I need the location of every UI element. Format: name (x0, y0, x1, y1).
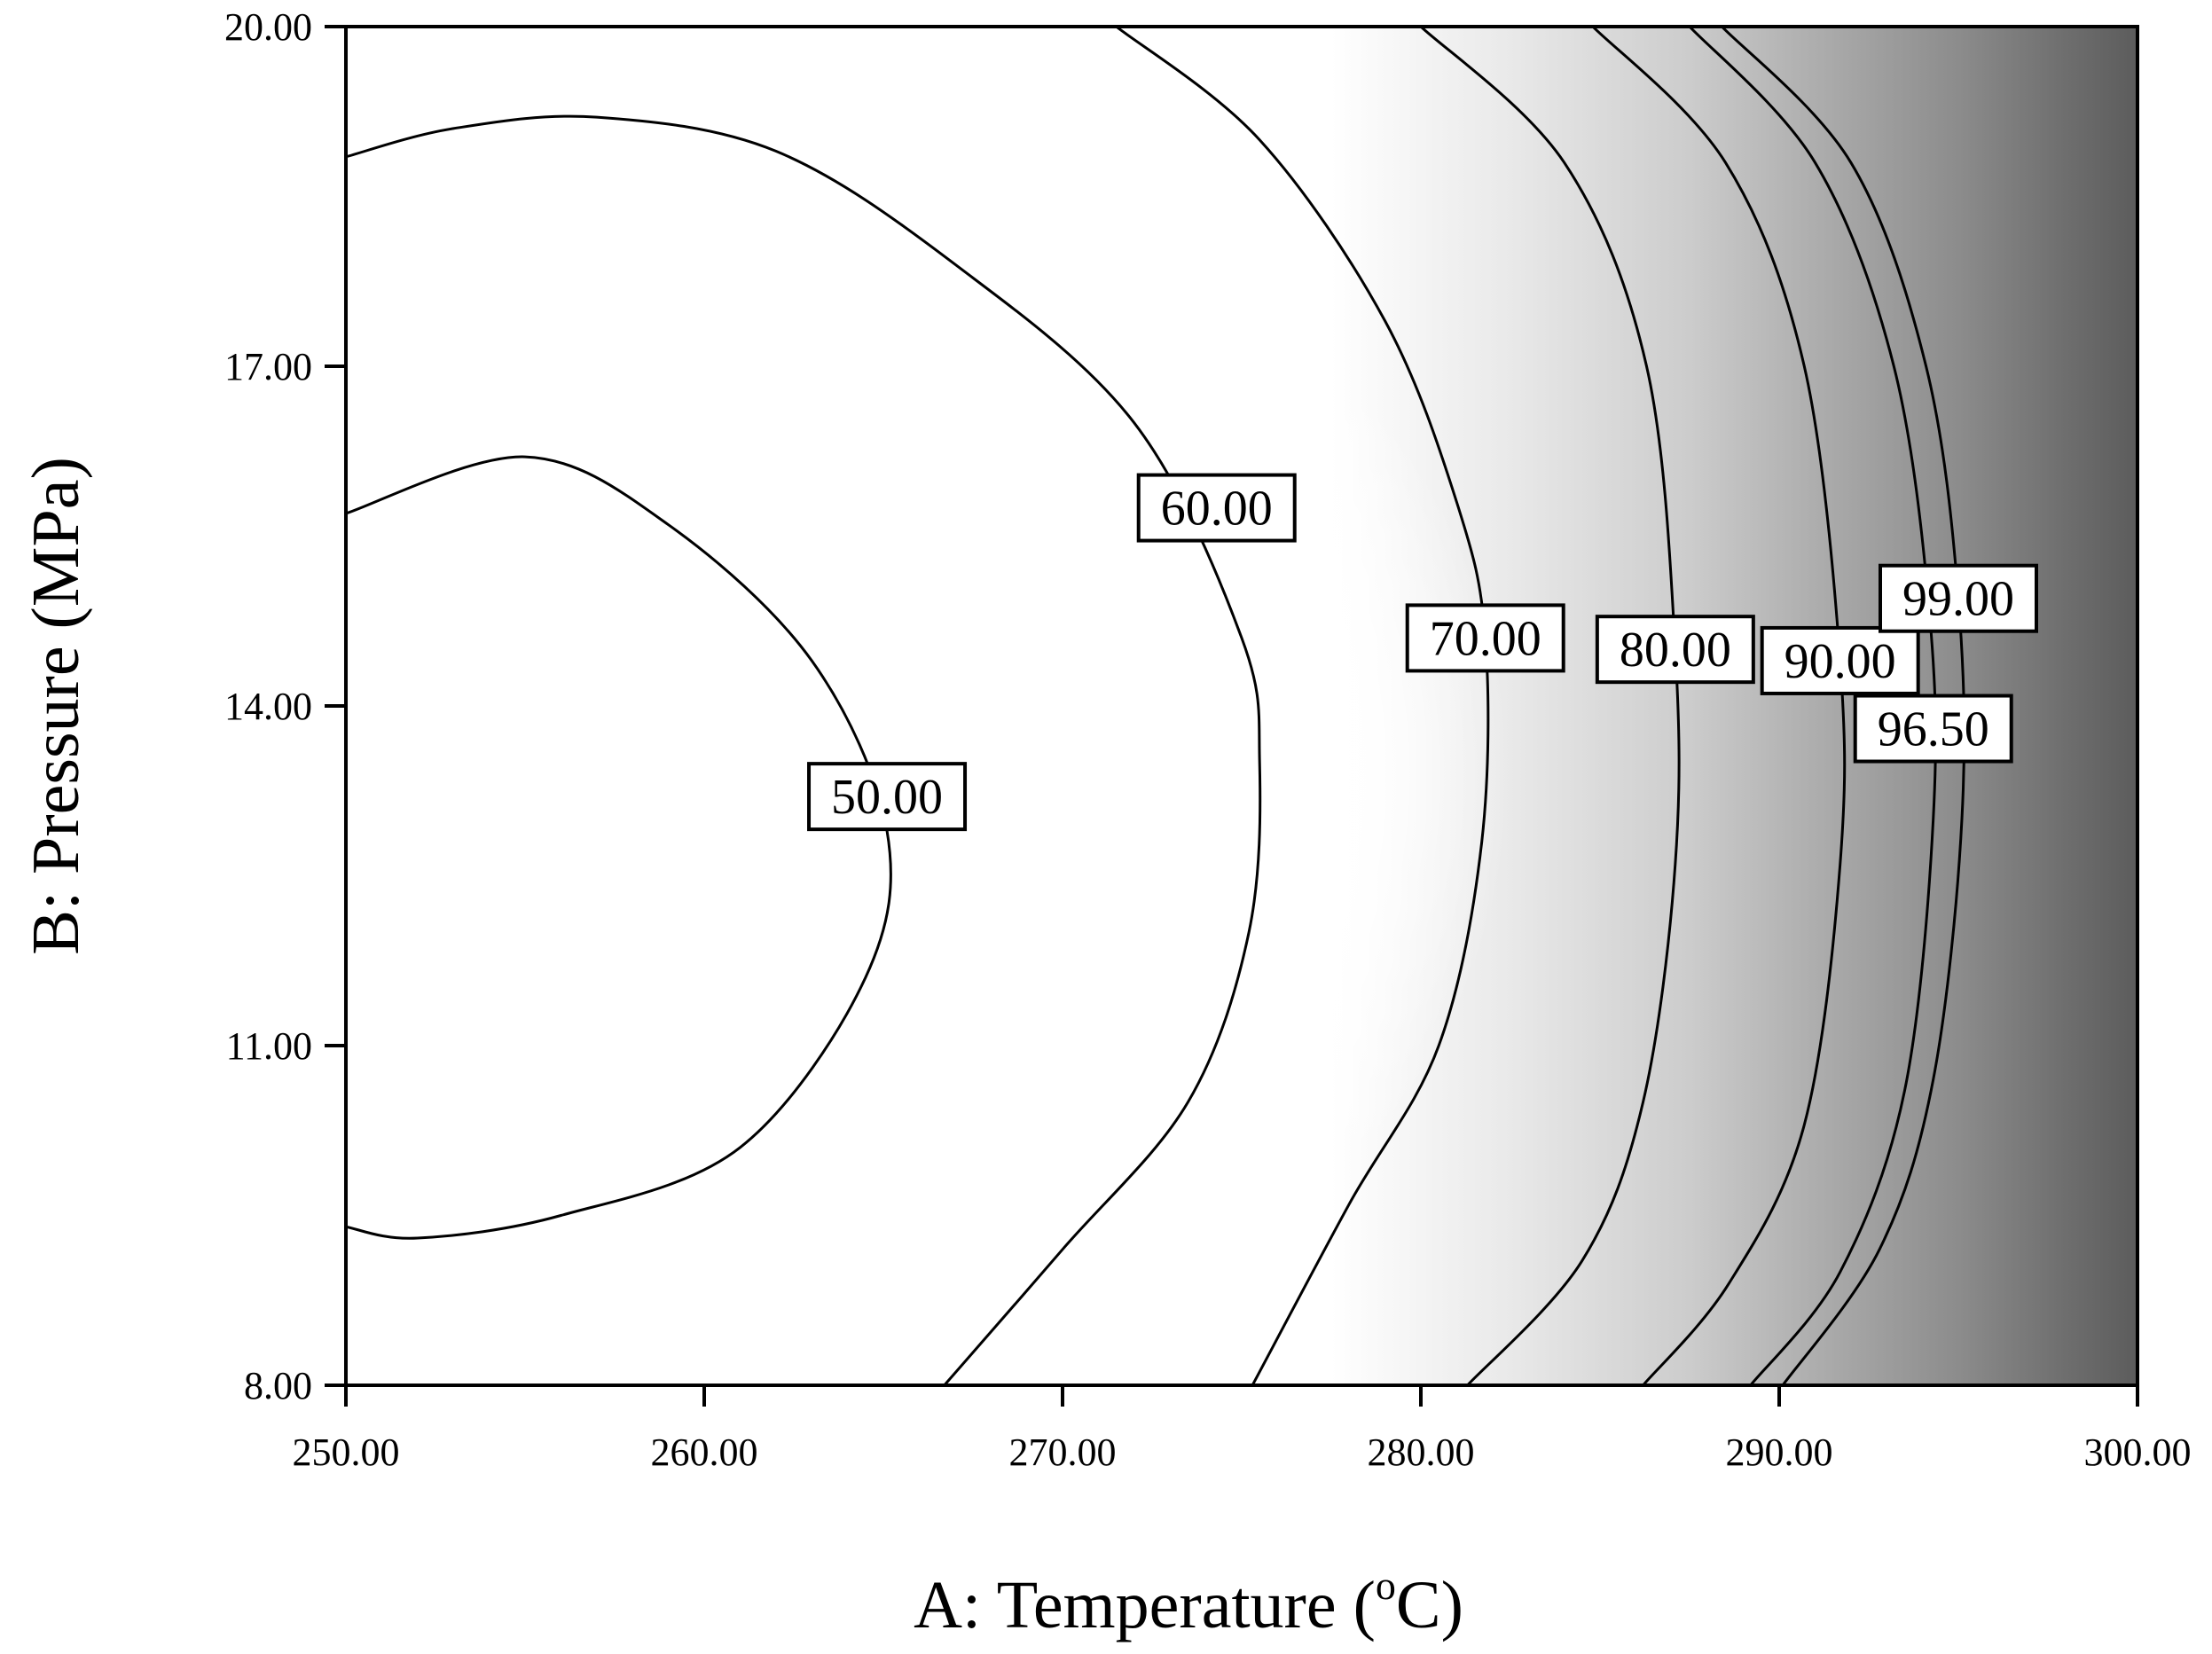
y-tick-label: 8.00 (244, 1364, 312, 1407)
x-axis: 250.00 260.00 270.00 280.00 290.00 300.00 (293, 1385, 2192, 1474)
contour-fill-highlight (346, 27, 2137, 1385)
x-axis-title-suffix: C) (1396, 1568, 1463, 1642)
contour-label-99: 99.00 (1879, 563, 2038, 633)
x-tick-label: 270.00 (1009, 1431, 1117, 1474)
contour-label-80: 80.00 (1595, 615, 1755, 685)
contour-labels: 50.00 60.00 70.00 80.00 90.00 96.50 99.00 (807, 473, 2038, 832)
contour-label-box (1879, 563, 2038, 633)
contour-label-text: 99.00 (1902, 572, 2014, 627)
contour-label-96-5: 96.50 (1853, 694, 2013, 764)
y-tick-label: 20.00 (224, 5, 312, 49)
contour-label-box (1136, 473, 1297, 543)
contour-label-50: 50.00 (807, 762, 968, 832)
contour-line-50 (346, 455, 892, 1240)
contour-label-70: 70.00 (1405, 603, 1565, 673)
contour-label-box (1853, 694, 2013, 764)
contour-label-box (1405, 603, 1565, 673)
x-tick-label: 280.00 (1368, 1431, 1475, 1474)
contour-label-text: 70.00 (1430, 611, 1541, 666)
x-tick-label: 260.00 (651, 1431, 758, 1474)
contour-label-box (1760, 625, 1920, 695)
contour-line-90 (1591, 27, 1847, 1385)
x-tick-label: 250.00 (293, 1431, 400, 1474)
x-axis-title: A: Temperature (oC) (914, 1563, 1463, 1642)
x-axis-title-main: A: Temperature ( (914, 1568, 1376, 1642)
contour-label-text: 50.00 (831, 770, 943, 825)
y-axis-title: B: Pressure (MPa) (19, 457, 93, 955)
contour-label-text: 90.00 (1785, 634, 1896, 689)
contour-label-text: 96.50 (1878, 702, 1989, 757)
y-axis: 8.00 11.00 14.00 17.00 20.00 (224, 5, 346, 1407)
plot-area (344, 25, 2139, 1387)
contour-label-text: 60.00 (1161, 482, 1273, 537)
y-tick-label: 17.00 (224, 345, 312, 388)
contour-label-90: 90.00 (1760, 625, 1920, 695)
contour-label-text: 80.00 (1620, 623, 1731, 678)
x-tick-label: 290.00 (1726, 1431, 1833, 1474)
contour-label-box (807, 762, 968, 832)
contour-line-80 (1419, 27, 1681, 1385)
y-tick-label: 11.00 (226, 1024, 312, 1068)
contour-label-60: 60.00 (1136, 473, 1297, 543)
x-tick-label: 300.00 (2084, 1431, 2192, 1474)
contour-label-box (1595, 615, 1755, 685)
y-tick-label: 14.00 (224, 685, 312, 728)
x-axis-title-superscript: o (1376, 1563, 1396, 1608)
